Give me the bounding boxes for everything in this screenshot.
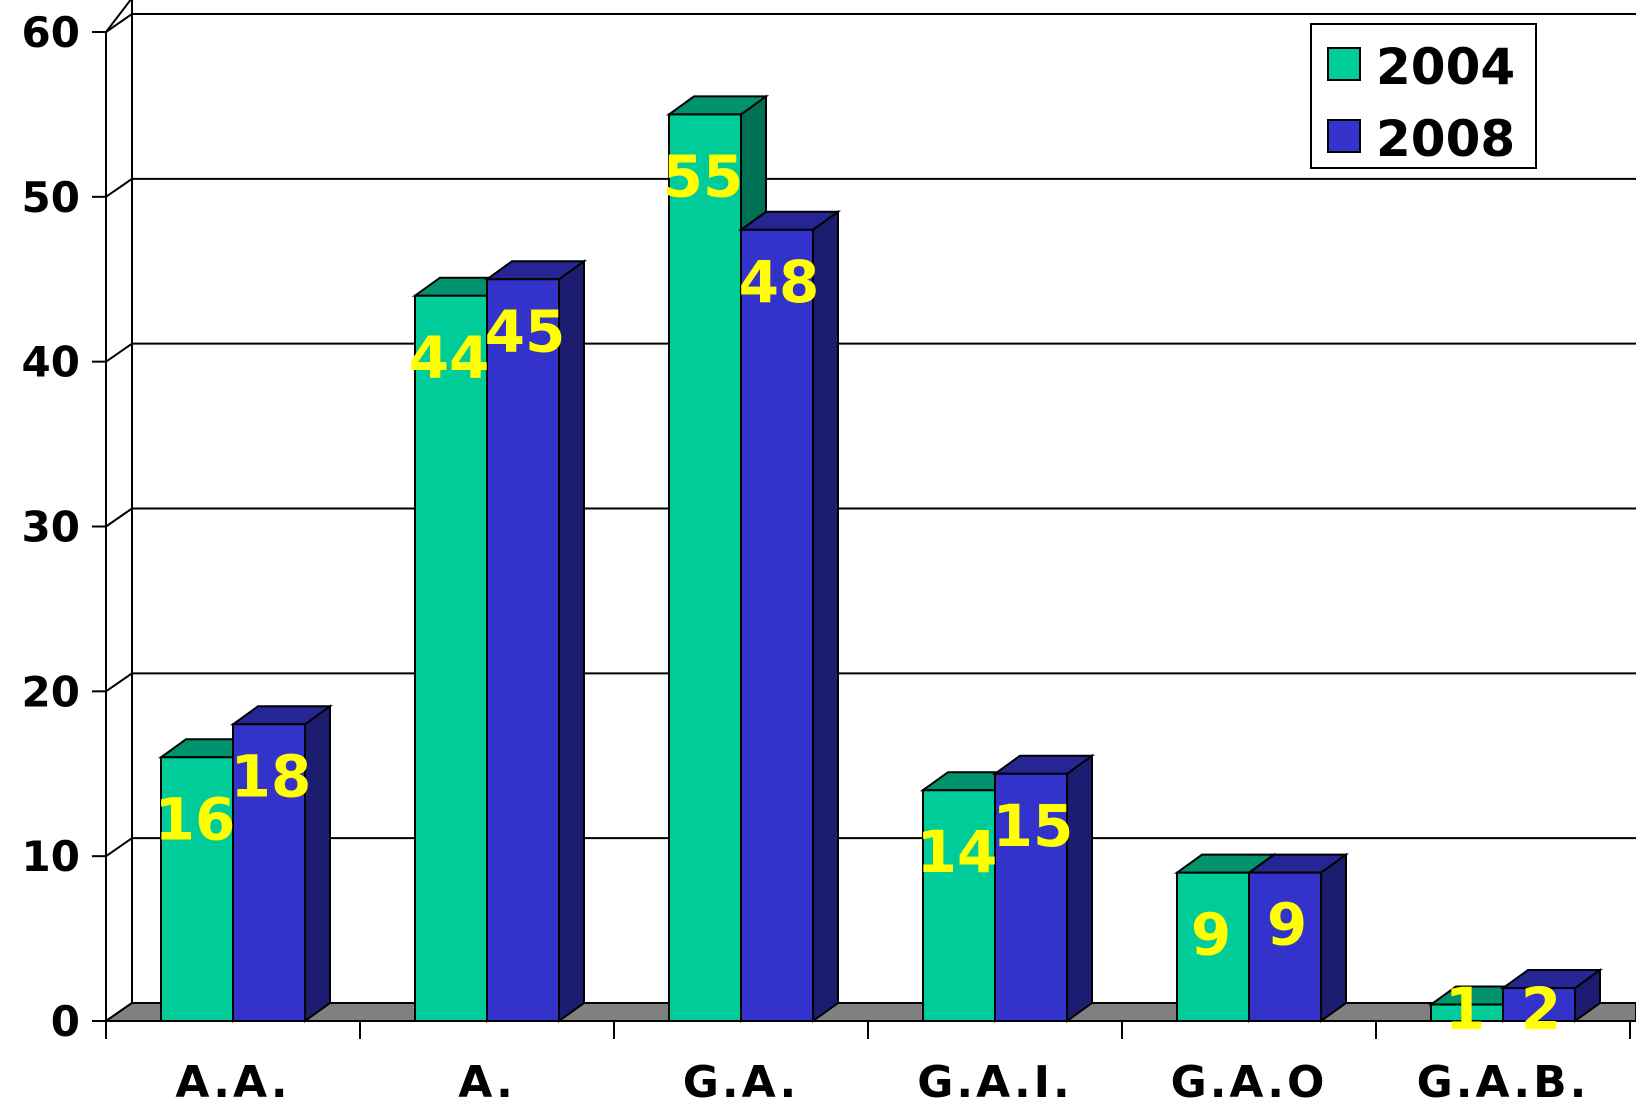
bar-2008-A.A. [229, 704, 334, 1023]
x-category-label: G.A. [683, 1057, 799, 1101]
bar-front [1248, 871, 1322, 1023]
bar-series [157, 94, 1604, 1023]
bar-front [160, 756, 234, 1022]
side-wall-top [105, 0, 132, 33]
x-category-label: A.A. [175, 1057, 290, 1101]
bar-front [994, 772, 1068, 1022]
bar-side [1320, 852, 1347, 1023]
y-tick-label: 30 [22, 503, 80, 552]
legend-label-2008: 2008 [1376, 110, 1515, 168]
x-category-label: A. [458, 1057, 516, 1101]
legend-label-2004: 2004 [1376, 38, 1515, 96]
data-label-2004-A.A.: 16 [155, 785, 236, 853]
bar-side [558, 259, 585, 1023]
bar-front [1502, 987, 1576, 1022]
x-category-label: G.A.B. [1417, 1057, 1590, 1101]
bar-2008-G.A.O [1245, 852, 1350, 1023]
bar-front [668, 113, 742, 1022]
side-wall-line [105, 837, 133, 857]
grid-lines [105, 0, 1636, 1022]
legend-swatch-2008 [1327, 119, 1361, 153]
y-tick-label: 40 [22, 338, 80, 387]
floor-plane [102, 1002, 1636, 1022]
side-wall-line [105, 178, 133, 198]
side-wall-line [105, 13, 133, 33]
data-label-2008-G.A.I.: 15 [993, 792, 1074, 860]
bar-2008-G.A. [737, 209, 842, 1023]
x-category-label: G.A.I. [917, 1057, 1073, 1101]
data-label-2008-A.: 45 [485, 297, 566, 365]
y-tick-label: 60 [22, 8, 80, 57]
data-label-2004-G.A.O: 9 [1191, 901, 1231, 969]
bar-2008-G.A.I. [991, 753, 1096, 1023]
data-label-2004-G.A.I.: 14 [917, 818, 998, 886]
side-wall-line [105, 672, 133, 693]
data-label-2008-G.A.: 48 [739, 248, 820, 316]
data-label-2004-A.: 44 [409, 324, 490, 392]
chart-floor [102, 1002, 1636, 1022]
data-label-2008-G.A.O: 9 [1267, 891, 1307, 959]
bar-front [414, 294, 488, 1022]
bar-front [232, 723, 306, 1022]
y-tick-label: 10 [22, 832, 80, 881]
data-label-2004-G.A.B.: 1 [1445, 975, 1485, 1043]
data-label-2004-G.A.: 55 [663, 142, 744, 210]
data-label-2008-G.A.B.: 2 [1521, 975, 1561, 1043]
bar-side [812, 209, 839, 1023]
y-tick-label: 20 [22, 667, 80, 716]
bar-2008-G.A.B. [1499, 968, 1604, 1023]
bar-front [922, 789, 996, 1022]
legend-swatch-2004 [1327, 47, 1361, 81]
x-category-label: G.A.O [1171, 1057, 1328, 1101]
legend: 2004 2008 [1310, 23, 1537, 169]
bar-2008-A. [483, 259, 588, 1023]
y-tick-label: 0 [51, 997, 80, 1046]
y-tick-label: 50 [22, 173, 80, 222]
side-wall-line [105, 507, 133, 528]
bar-front [740, 228, 814, 1023]
data-label-2008-A.A.: 18 [231, 742, 312, 810]
bar-front [486, 278, 560, 1022]
side-wall-line [105, 342, 133, 363]
